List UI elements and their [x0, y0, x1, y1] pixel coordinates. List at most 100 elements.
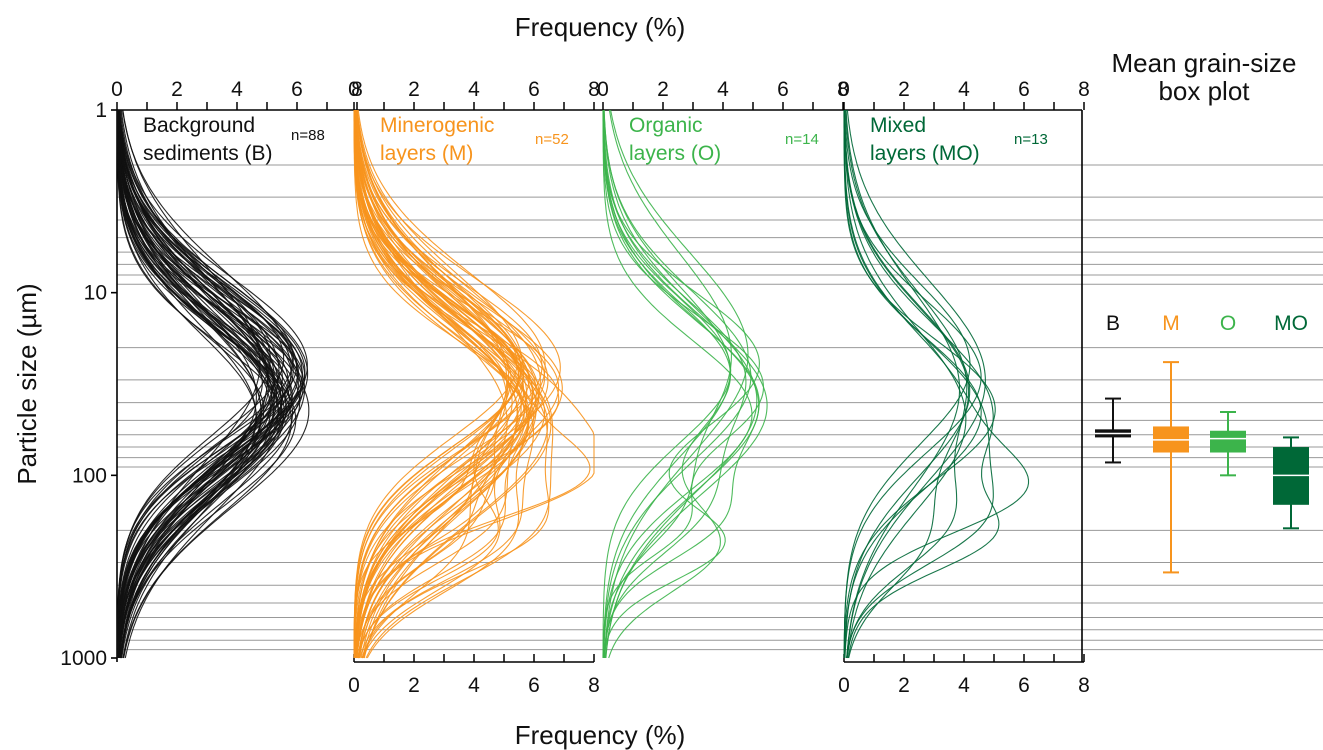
sample-count-label: n=13 — [1014, 131, 1048, 148]
distribution-curve — [602, 110, 732, 658]
top-x-tick-label: 8 — [1078, 78, 1090, 101]
distribution-curve — [353, 110, 520, 658]
panel-label: Background — [143, 114, 255, 137]
top-x-tick-label: 6 — [528, 78, 540, 101]
sample-count-label: n=88 — [291, 127, 325, 144]
distribution-curve — [354, 109, 546, 659]
distribution-curve — [354, 109, 519, 659]
distribution-curve — [117, 109, 306, 659]
bottom-axis-title: Frequency (%) — [515, 720, 686, 750]
boxplot-category-label: O — [1220, 312, 1236, 335]
top-x-tick-label: 6 — [777, 78, 789, 101]
top-x-tick-label: 0 — [597, 78, 609, 101]
boxplot-title: Mean grain-size — [1112, 48, 1297, 78]
panel-label: Organic — [629, 114, 703, 137]
distribution-curve — [354, 109, 508, 659]
distribution-curve — [353, 110, 509, 659]
distribution-curve — [603, 109, 752, 659]
bottom-x-tick-label: 6 — [1018, 674, 1030, 697]
y-tick-label: 1000 — [60, 647, 107, 670]
distribution-curve — [602, 109, 760, 659]
bottom-x-tick-label: 0 — [348, 674, 360, 697]
distribution-curve — [117, 109, 309, 659]
panel-label: layers (M) — [380, 142, 473, 165]
distribution-curve — [354, 109, 561, 659]
boxplot-category-label: M — [1162, 312, 1180, 335]
top-x-tick-label: 0 — [111, 78, 123, 101]
top-x-tick-label: 8 — [837, 78, 849, 101]
bottom-x-tick-label: 4 — [958, 674, 970, 697]
distribution-curve — [602, 109, 731, 659]
top-x-tick-label: 8 — [588, 78, 600, 101]
distribution-curve — [353, 110, 595, 659]
distribution-curve — [355, 109, 528, 659]
distribution-curve — [116, 109, 284, 659]
top-x-tick-label: 4 — [717, 78, 729, 101]
panel-label: Mixed — [870, 114, 926, 137]
distribution-curve — [117, 109, 301, 659]
distribution-curve — [843, 110, 996, 658]
y-axis-label: Particle size (µm) — [12, 283, 42, 484]
distribution-curve — [354, 109, 525, 659]
top-x-tick-label: 6 — [291, 78, 303, 101]
boxplot-category-label: MO — [1274, 312, 1308, 335]
boxplot-title: box plot — [1158, 76, 1250, 106]
distribution-curve — [603, 109, 758, 659]
distribution-curve — [116, 110, 282, 659]
distribution-curve — [116, 110, 304, 658]
top-x-tick-label: 0 — [838, 78, 850, 101]
distribution-curve — [843, 109, 971, 659]
bottom-x-tick-label: 2 — [408, 674, 420, 697]
distribution-curve — [117, 109, 275, 659]
top-axis-title: Frequency (%) — [515, 12, 686, 42]
sample-count-label: n=14 — [785, 131, 819, 148]
distribution-curve — [602, 109, 731, 659]
top-x-tick-label: 6 — [1018, 78, 1030, 101]
y-tick-label: 1 — [95, 99, 107, 122]
distribution-curve — [353, 109, 530, 659]
distribution-curve — [843, 110, 1030, 659]
bottom-x-tick-label: 4 — [468, 674, 480, 697]
panel-label: layers (O) — [629, 142, 721, 165]
distribution-curve — [354, 109, 563, 659]
panel-label: Minerogenic — [380, 114, 494, 137]
boxplot-box — [1210, 430, 1246, 453]
top-x-tick-label: 2 — [898, 78, 910, 101]
y-tick-label: 100 — [72, 464, 107, 487]
top-x-tick-label: 0 — [348, 78, 360, 101]
bottom-x-tick-label: 2 — [898, 674, 910, 697]
top-x-tick-label: 2 — [657, 78, 669, 101]
distribution-curve — [603, 109, 732, 659]
panel-label: sediments (B) — [143, 142, 273, 165]
bottom-x-tick-label: 6 — [528, 674, 540, 697]
distribution-curve — [353, 109, 560, 659]
y-tick-label: 10 — [84, 282, 107, 305]
top-x-tick-label: 4 — [958, 78, 970, 101]
top-x-tick-label: 2 — [171, 78, 183, 101]
distribution-curve — [602, 110, 765, 658]
distribution-curve — [604, 109, 749, 659]
bottom-x-tick-label: 8 — [588, 674, 600, 697]
bottom-x-tick-label: 0 — [838, 674, 850, 697]
panel-label: layers (MO) — [870, 142, 980, 165]
boxplot-category-label: B — [1106, 312, 1120, 335]
top-x-tick-label: 8 — [351, 78, 363, 101]
top-x-tick-label: 2 — [408, 78, 420, 101]
distribution-curve — [356, 109, 541, 659]
distribution-curve — [353, 109, 539, 658]
top-x-tick-label: 4 — [468, 78, 480, 101]
top-x-tick-label: 4 — [231, 78, 243, 101]
distribution-curve — [120, 109, 268, 659]
distribution-curve — [354, 109, 552, 659]
distribution-curve — [846, 109, 986, 659]
distribution-curve — [353, 110, 560, 659]
distribution-curve — [844, 109, 968, 659]
distribution-curve — [353, 110, 529, 659]
distribution-curve — [843, 109, 967, 659]
distribution-curve — [354, 109, 534, 659]
bottom-x-tick-label: 8 — [1078, 674, 1090, 697]
distribution-curve — [602, 110, 753, 659]
sample-count-label: n=52 — [535, 131, 569, 148]
distribution-curve — [602, 109, 747, 659]
